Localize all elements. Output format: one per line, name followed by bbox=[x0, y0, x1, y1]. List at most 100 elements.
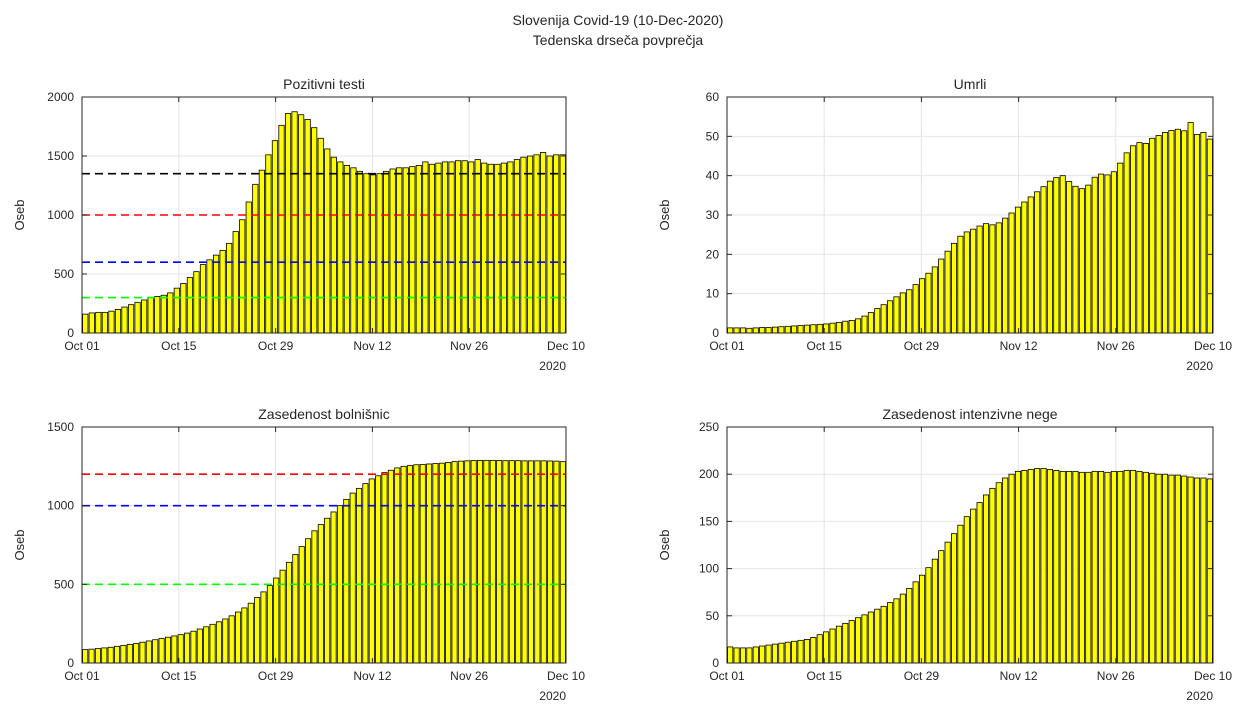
bar bbox=[278, 124, 285, 334]
bar bbox=[1149, 472, 1156, 664]
bar bbox=[311, 530, 318, 664]
bar bbox=[154, 296, 161, 334]
y-axis-label: Oseb bbox=[12, 529, 27, 560]
bar bbox=[1066, 181, 1073, 334]
bar bbox=[422, 161, 429, 334]
bar bbox=[867, 312, 874, 334]
bar bbox=[1040, 186, 1047, 334]
bar bbox=[317, 524, 324, 664]
bar bbox=[435, 162, 442, 334]
bar bbox=[1206, 138, 1213, 334]
bar bbox=[899, 593, 906, 664]
subplot-title: Umrli bbox=[954, 76, 987, 92]
subplot-title: Zasedenost intenzivne nege bbox=[882, 406, 1057, 422]
bar bbox=[1110, 470, 1117, 664]
bar bbox=[925, 272, 932, 334]
bar bbox=[1002, 217, 1009, 334]
bar bbox=[415, 165, 422, 334]
bar bbox=[133, 643, 140, 664]
y-tick-label: 1000 bbox=[47, 499, 74, 513]
bar bbox=[1046, 469, 1053, 664]
x-tick-label: Dec 10 bbox=[1194, 669, 1232, 683]
bar bbox=[173, 287, 180, 334]
bar bbox=[362, 483, 369, 664]
bar bbox=[553, 460, 560, 664]
bar bbox=[1162, 131, 1169, 334]
bar bbox=[134, 301, 141, 334]
bar bbox=[739, 327, 747, 334]
bar bbox=[239, 219, 246, 334]
bar bbox=[989, 224, 996, 334]
bar bbox=[298, 114, 305, 334]
bar bbox=[521, 460, 528, 664]
bar bbox=[855, 617, 862, 664]
bar bbox=[553, 154, 560, 334]
bar bbox=[1136, 142, 1143, 334]
bar bbox=[1193, 133, 1201, 334]
bar bbox=[1008, 212, 1015, 334]
bar bbox=[419, 464, 426, 664]
bar bbox=[513, 159, 521, 334]
bar bbox=[1059, 470, 1066, 664]
bar bbox=[298, 546, 305, 664]
bar bbox=[546, 155, 553, 334]
bar bbox=[861, 315, 868, 334]
bar bbox=[349, 492, 356, 664]
bar bbox=[88, 648, 95, 664]
bar bbox=[765, 644, 772, 664]
bar bbox=[432, 463, 439, 664]
bar bbox=[1193, 477, 1201, 664]
y-tick-label: 0 bbox=[712, 326, 719, 340]
x-tick-label: Nov 26 bbox=[450, 669, 488, 683]
bar bbox=[906, 289, 913, 334]
bar bbox=[1149, 137, 1156, 334]
bar bbox=[1155, 473, 1162, 664]
bar bbox=[893, 598, 900, 664]
bar bbox=[1200, 131, 1207, 334]
y-tick-label: 0 bbox=[712, 656, 719, 670]
bar bbox=[461, 160, 468, 334]
x-tick-label: Nov 12 bbox=[353, 339, 391, 353]
bar bbox=[797, 325, 804, 334]
bar bbox=[1168, 130, 1175, 334]
bar bbox=[324, 517, 331, 664]
x-tick-label: Oct 29 bbox=[904, 339, 940, 353]
bar bbox=[540, 460, 547, 664]
bar bbox=[1206, 478, 1213, 664]
figure-title: Slovenija Covid-19 (10-Dec-2020) bbox=[513, 12, 724, 28]
bar bbox=[861, 614, 868, 664]
bar bbox=[1034, 191, 1041, 334]
bar bbox=[101, 311, 108, 334]
bar bbox=[441, 161, 449, 334]
subplot-title: Zasedenost bolnišnic bbox=[258, 406, 390, 422]
bar bbox=[526, 155, 534, 334]
bar bbox=[1117, 162, 1124, 334]
bar bbox=[848, 320, 855, 334]
bar bbox=[791, 325, 798, 334]
y-tick-label: 10 bbox=[706, 287, 720, 301]
bar bbox=[752, 327, 759, 334]
bar bbox=[212, 254, 220, 334]
bar bbox=[957, 235, 964, 334]
bar bbox=[771, 326, 778, 334]
bar bbox=[963, 231, 970, 334]
y-tick-label: 200 bbox=[699, 467, 719, 481]
bar bbox=[1130, 145, 1137, 334]
bar bbox=[880, 605, 887, 664]
bar bbox=[451, 461, 458, 664]
bar bbox=[164, 636, 171, 664]
bar bbox=[1014, 470, 1021, 664]
bar bbox=[291, 111, 298, 334]
bar bbox=[887, 300, 894, 334]
bar bbox=[363, 173, 370, 334]
bar bbox=[534, 460, 541, 664]
bar bbox=[226, 242, 233, 334]
bar bbox=[899, 292, 906, 334]
y-tick-label: 100 bbox=[699, 562, 719, 576]
bar bbox=[1162, 473, 1169, 664]
bar bbox=[950, 533, 958, 664]
bar bbox=[810, 637, 817, 664]
bar bbox=[842, 622, 849, 664]
y-tick-label: 1500 bbox=[47, 420, 74, 434]
